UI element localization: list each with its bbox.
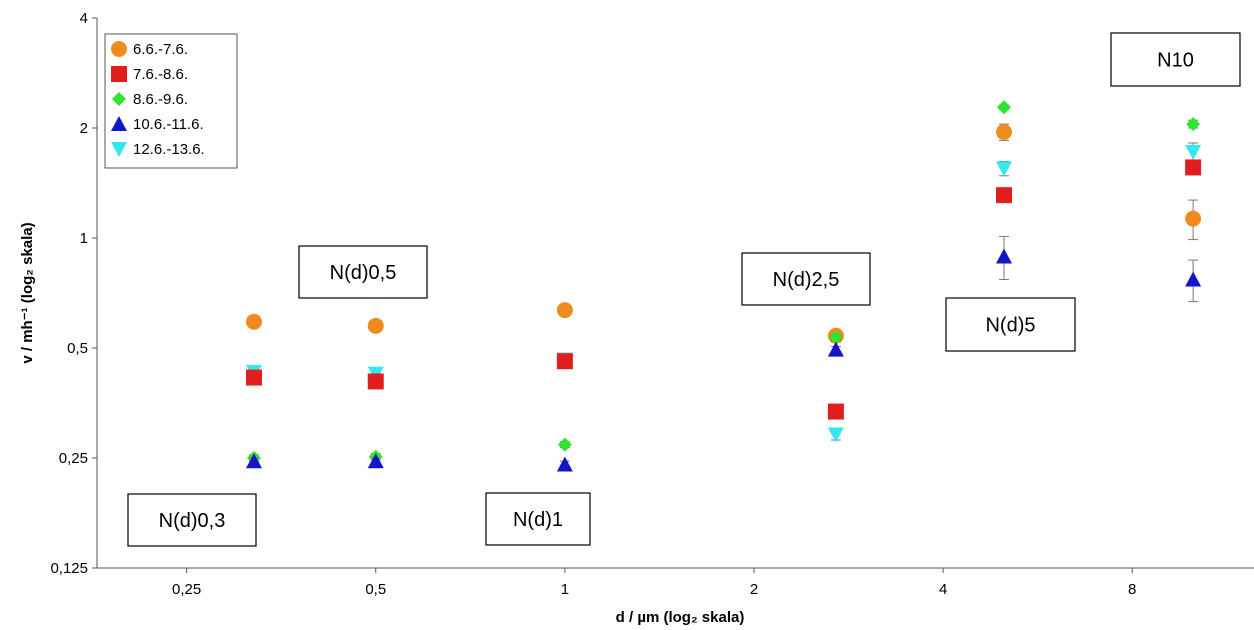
y-tick-label: 2 xyxy=(80,120,88,137)
data-point xyxy=(556,353,573,370)
data-point xyxy=(996,100,1011,115)
data-point xyxy=(367,453,384,469)
legend: 6.6.-7.6. 7.6.-8.6. 8.6.-9.6. 10.6.-11.6. 12… xyxy=(104,33,238,169)
annotation-label: N(d)2,5 xyxy=(773,269,840,291)
annotation-frame xyxy=(741,252,871,306)
data-point xyxy=(1185,144,1202,160)
data-point xyxy=(367,317,384,334)
legend-marker-square xyxy=(111,66,127,82)
data-point xyxy=(828,330,843,345)
legend-marker-triangle-down xyxy=(111,142,127,157)
annotation-label: N10 xyxy=(1157,50,1194,72)
y-tick-label: 0,25 xyxy=(59,450,88,467)
data-point xyxy=(1185,210,1202,227)
y-axis-title: v / mh⁻¹ (log₂ skala) xyxy=(19,222,36,363)
annotation-box: N(d)5 xyxy=(945,297,1076,352)
data-point xyxy=(1185,271,1202,287)
annotation-box: N(d)1 xyxy=(485,492,591,546)
legend-marker-circle xyxy=(111,41,127,57)
data-point xyxy=(995,248,1012,264)
legend-marker-diamond xyxy=(112,92,126,106)
series-square xyxy=(245,159,1202,420)
data-point xyxy=(995,161,1012,177)
legend-marker-triangle-up xyxy=(111,116,127,131)
annotations: N(d)0,3 N(d)0,5 N(d)1 N(d)2,5 N(d)5 N10 xyxy=(127,32,1241,547)
legend-label: 6.6.-7.6. xyxy=(133,41,188,58)
annotation-frame xyxy=(485,492,591,546)
annotation-box: N(d)0,5 xyxy=(298,245,428,299)
data-point xyxy=(827,403,844,420)
annotation-frame xyxy=(298,245,428,299)
data-point xyxy=(556,456,573,472)
annotation-frame xyxy=(945,297,1076,352)
x-tick-label: 0,5 xyxy=(365,581,386,598)
x-tick-label: 8 xyxy=(1128,581,1136,598)
data-point xyxy=(827,341,844,357)
x-tick-label: 4 xyxy=(939,581,947,598)
y-tick-label: 1 xyxy=(80,230,88,247)
annotation-box: N10 xyxy=(1110,32,1241,87)
annotation-label: N(d)5 xyxy=(985,315,1035,337)
annotation-box: N(d)0,3 xyxy=(127,493,257,547)
x-axis-title: d / µm (log₂ skala) xyxy=(616,609,745,626)
y-tick-label: 0,5 xyxy=(67,340,88,357)
data-point xyxy=(245,369,262,386)
legend-label: 8.6.-9.6. xyxy=(133,91,188,108)
y-tick-label: 4 xyxy=(80,10,88,27)
legend-label: 10.6.-11.6. xyxy=(133,116,204,133)
axes xyxy=(96,18,1254,569)
data-point xyxy=(245,453,262,469)
legend-label: 12.6.-13.6. xyxy=(133,141,205,158)
annotation-frame xyxy=(1110,32,1241,87)
data-point xyxy=(367,373,384,390)
y-tick-label: 0,125 xyxy=(50,560,88,577)
data-point xyxy=(827,427,844,443)
annotation-label: N(d)0,5 xyxy=(330,262,397,284)
data-point xyxy=(995,124,1012,141)
series-triangle-up xyxy=(245,235,1202,472)
data-point xyxy=(995,187,1012,204)
annotation-frame xyxy=(127,493,257,547)
data-point xyxy=(245,313,262,330)
annotation-label: N(d)0,3 xyxy=(159,510,226,532)
data-point xyxy=(557,437,572,452)
x-tick-label: 1 xyxy=(561,581,569,598)
x-tick-label: 2 xyxy=(750,581,758,598)
legend-box xyxy=(104,33,238,169)
x-tick-label: 0,25 xyxy=(172,581,201,598)
data-point xyxy=(1186,117,1201,132)
series-layer xyxy=(245,100,1202,472)
legend-label: 7.6.-8.6. xyxy=(133,66,188,83)
annotation-label: N(d)1 xyxy=(513,509,563,531)
annotation-box: N(d)2,5 xyxy=(741,252,871,306)
data-point xyxy=(1185,159,1202,176)
ticks: 0,25 0,5 1 2 4 8 0,125 0,25 0,5 1 2 4 xyxy=(50,10,1136,598)
data-point xyxy=(556,302,573,319)
